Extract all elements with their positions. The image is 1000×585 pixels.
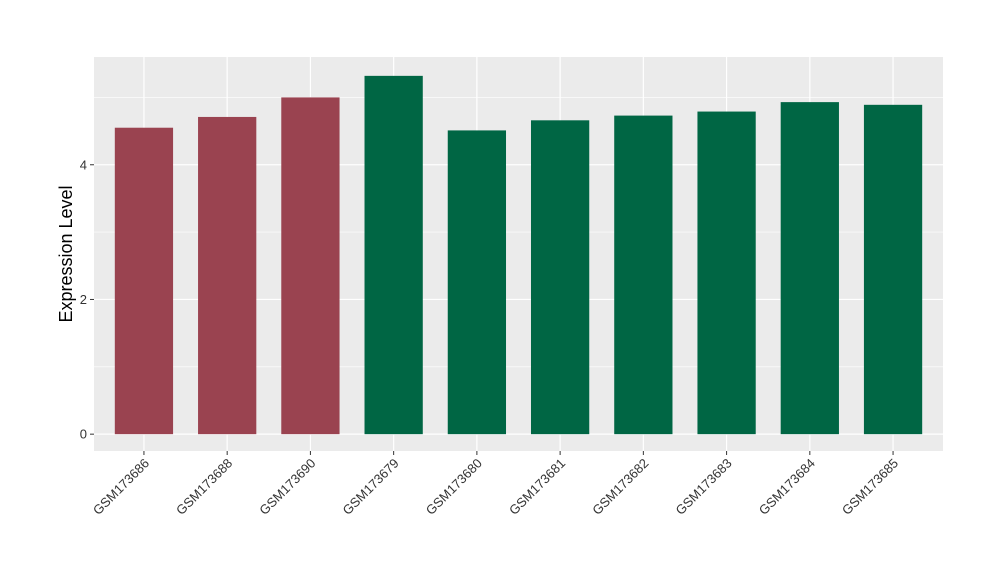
x-tick-label: GSM173685 [839,456,901,518]
bar-GSM173685 [863,104,923,435]
bar-GSM173680 [447,130,507,435]
x-tick-label: GSM173681 [506,456,568,518]
bars [114,75,923,435]
x-tick-label: GSM173688 [173,456,235,518]
bar-GSM173681 [530,120,590,435]
bar-GSM173686 [114,127,174,435]
x-tick-label: GSM173686 [90,456,152,518]
x-tick-label: GSM173690 [256,456,318,518]
x-tick-label: GSM173683 [672,456,734,518]
bar-GSM173682 [614,115,673,435]
bar-GSM173679 [364,75,423,435]
y-tick-label: 2 [80,292,87,307]
y-axis: 0 2 4 [80,157,94,442]
bar-GSM173690 [281,97,340,435]
bar-GSM173684 [780,102,839,435]
x-tick-label: GSM173679 [340,456,402,518]
x-tick-label: GSM173682 [589,456,651,518]
x-tick-label: GSM173684 [756,456,818,518]
x-tick-label: GSM173680 [423,456,485,518]
y-tick-label: 0 [80,427,87,442]
bar-GSM173688 [198,116,257,435]
y-tick-label: 4 [80,157,87,172]
bar-GSM173683 [697,111,756,435]
x-axis: GSM173686 GSM173688 GSM173690 GSM173679 GSM1… [90,451,901,518]
y-axis-title: Expression Level [56,185,76,322]
